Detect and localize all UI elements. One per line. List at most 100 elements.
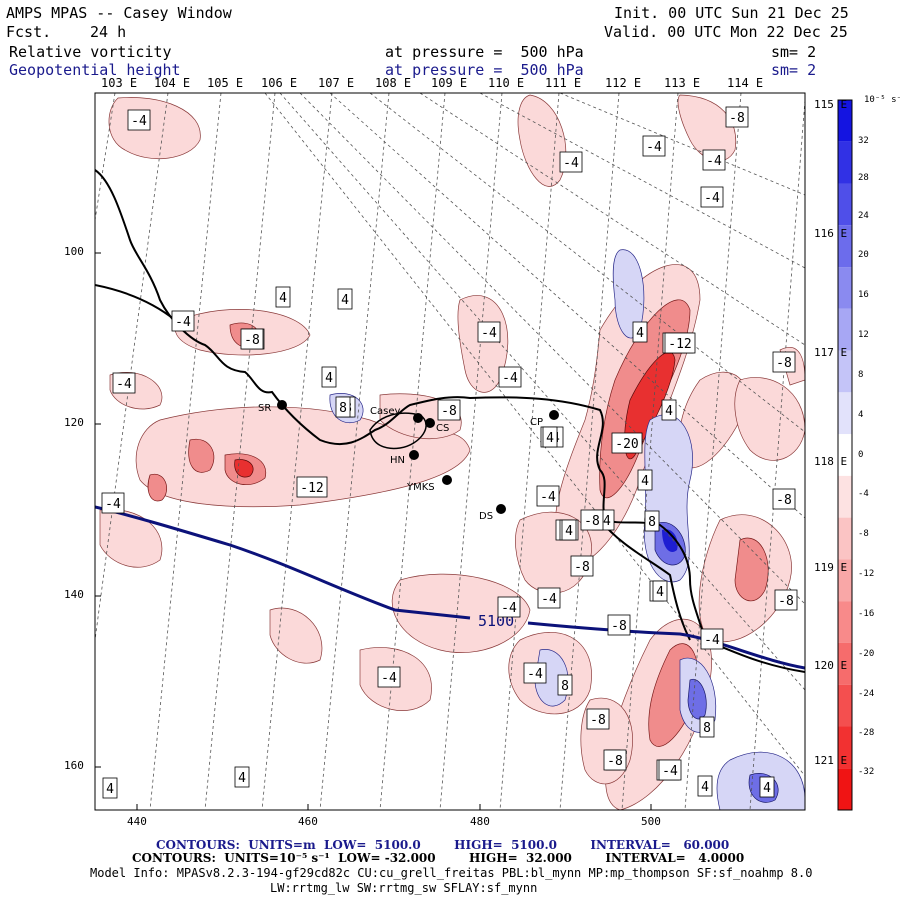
colorbar-tick: 8 — [858, 370, 864, 380]
vorticity-label: 4 — [697, 775, 713, 797]
station-casey: Casey — [370, 406, 423, 423]
colorbar — [837, 99, 853, 811]
station-ds: DS — [479, 504, 506, 522]
colorbar-block — [838, 141, 852, 184]
svg-text:HN: HN — [390, 455, 405, 466]
vorticity-label: -8 — [772, 488, 796, 510]
lon-label: 119 E — [814, 561, 848, 574]
y-axis-label: 160 — [64, 759, 84, 772]
colorbar-block — [838, 601, 852, 643]
vorticity-label: -8 — [570, 555, 594, 577]
colorbar-tick: -4 — [858, 489, 869, 499]
vorticity-label: 4 — [637, 469, 653, 491]
svg-text:-4: -4 — [501, 601, 517, 616]
x-axis-label: 460 — [298, 815, 318, 828]
svg-text:4: 4 — [656, 585, 664, 600]
vorticity-label: 4 — [542, 426, 558, 448]
svg-text:8: 8 — [703, 721, 711, 736]
lon-label: 116 E — [814, 227, 848, 240]
svg-text:-8: -8 — [778, 594, 794, 609]
lon-label: 118 E — [814, 455, 848, 468]
lon-label: 111 E — [545, 76, 582, 90]
x-axis-label: 480 — [470, 815, 490, 828]
vorticity-label: -4 — [700, 186, 724, 208]
svg-text:-4: -4 — [175, 315, 191, 330]
vorticity-label: -4 — [101, 492, 125, 514]
vorticity-label: -20 — [611, 432, 643, 454]
vorticity-label: -8 — [774, 589, 798, 611]
stations: SR Casey CS HN YMKS CP DS — [258, 400, 559, 522]
vorticity-label: 4 — [321, 366, 337, 388]
colorbar-block — [838, 225, 852, 268]
svg-text:-4: -4 — [540, 490, 556, 505]
svg-text:4: 4 — [701, 780, 709, 795]
vorticity-label: -8 — [607, 614, 631, 636]
lon-label: 109 E — [431, 76, 468, 90]
vorticity-label: -4 — [537, 587, 561, 609]
vorticity-label: 8 — [335, 396, 351, 418]
svg-text:-8: -8 — [584, 514, 600, 529]
height-contour-info: CONTOURS: UNITS=m LOW= 5100.0 HIGH= 5100… — [156, 838, 730, 852]
svg-text:8: 8 — [339, 401, 347, 416]
peak-negative-vorticity — [234, 351, 676, 478]
vorticity-label: 4 — [102, 777, 118, 799]
model-info-physics: LW:rrtmg_lw SW:rrtmg_sw SFLAY:sf_mynn — [270, 881, 538, 895]
svg-text:8: 8 — [561, 679, 569, 694]
colorbar-block — [838, 726, 852, 769]
svg-text:YMKS: YMKS — [406, 482, 435, 493]
lon-label: 114 E — [727, 76, 764, 90]
vorticity-label: -8 — [725, 106, 749, 128]
init-time: Init. 00 UTC Sun 21 Dec 25 — [614, 4, 849, 22]
height-contour-5100 — [95, 505, 805, 670]
colorbar-tick: 12 — [858, 330, 869, 340]
svg-text:4: 4 — [546, 431, 554, 446]
vorticity-label: -4 — [523, 662, 547, 684]
lon-label: 117 E — [814, 346, 848, 359]
x-axis-label: 500 — [641, 815, 661, 828]
field2-smoothing: sm= 2 — [771, 61, 817, 79]
svg-text:4: 4 — [238, 771, 246, 786]
field1-level: at pressure = 500 hPa — [385, 43, 584, 61]
y-axis-label: 120 — [64, 416, 84, 429]
svg-text:DS: DS — [479, 511, 493, 522]
svg-text:4: 4 — [565, 524, 573, 539]
vorticity-label: -4 — [112, 372, 136, 394]
y-axis-label: 100 — [64, 245, 84, 258]
lon-label: 108 E — [375, 76, 412, 90]
map-content: 5100 -4-8-4-4-8-4-444-4-84-48-8-4-124-4-… — [95, 93, 805, 810]
lon-label: 104 E — [154, 76, 191, 90]
colorbar-tick: 0 — [858, 450, 864, 460]
vorticity-label: 8 — [557, 674, 573, 696]
colorbar-tick: -20 — [858, 649, 875, 659]
colorbar-block — [838, 267, 852, 309]
station-cs: CS — [425, 418, 449, 434]
vorticity-label: -4 — [497, 596, 521, 618]
x-axis-label: 440 — [127, 815, 147, 828]
svg-text:-20: -20 — [615, 437, 638, 452]
colorbar-block — [838, 517, 852, 560]
vorticity-label: -8 — [240, 328, 264, 350]
vorticity-label: -8 — [603, 749, 627, 771]
graticule — [95, 93, 805, 810]
vorticity-contour-info: CONTOURS: UNITS=10⁻⁵ s⁻¹ LOW= -32.000 HI… — [132, 851, 745, 865]
colorbar-tick: -8 — [858, 529, 869, 539]
vorticity-label: 4 — [275, 286, 291, 308]
vorticity-label: -4 — [127, 109, 151, 131]
vorticity-label: -8 — [437, 399, 461, 421]
colorbar-tick: -16 — [858, 609, 875, 619]
colorbar-tick: 16 — [858, 290, 869, 300]
svg-text:-8: -8 — [244, 333, 260, 348]
vorticity-label: -4 — [658, 759, 682, 781]
colorbar-tick: 20 — [858, 250, 869, 260]
svg-text:4: 4 — [279, 291, 287, 306]
vorticity-label: -12 — [664, 332, 696, 354]
colorbar-tick: 4 — [858, 410, 864, 420]
svg-text:-4: -4 — [105, 497, 121, 512]
vorticity-label: 8 — [699, 716, 715, 738]
colorbar-tick: -24 — [858, 689, 875, 699]
vorticity-label: 4 — [234, 766, 250, 788]
vorticity-label: 4 — [561, 519, 577, 541]
map-title: AMPS MPAS -- Casey Window — [6, 4, 232, 22]
svg-text:CP: CP — [530, 417, 543, 428]
